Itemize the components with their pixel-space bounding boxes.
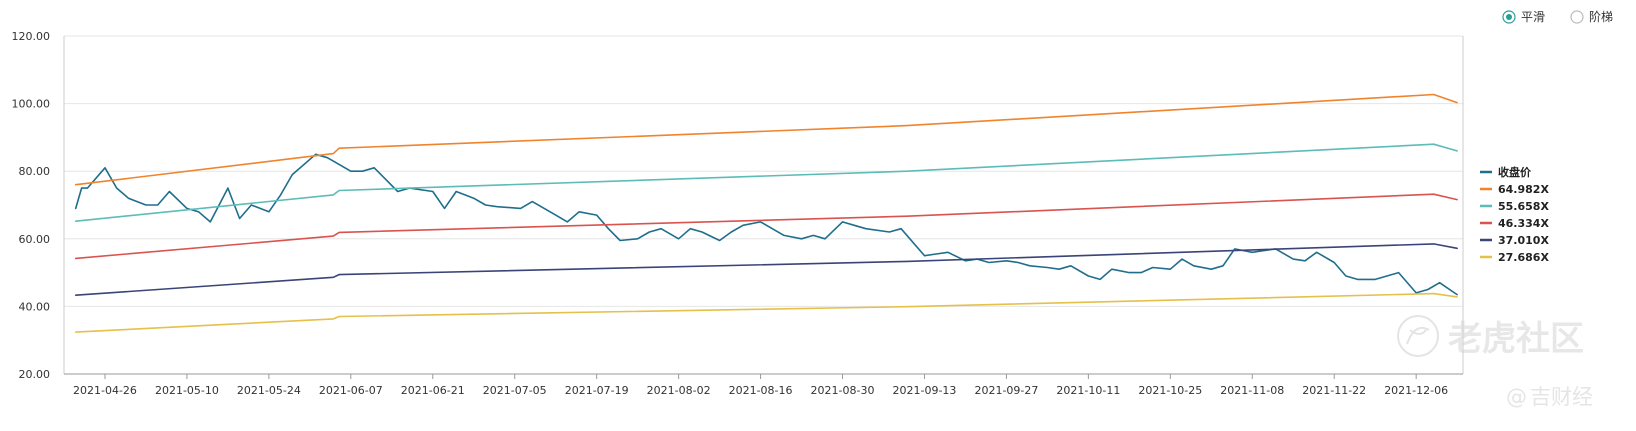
x-tick-label: 2021-10-11 — [1056, 384, 1120, 397]
legend-label-5: 27.686X — [1498, 251, 1549, 264]
series-line-3 — [74, 193, 1458, 260]
legend-label-3: 46.334X — [1498, 217, 1549, 230]
legend-item-2[interactable]: 55.658X — [1480, 200, 1549, 213]
y-tick-label: 20.00 — [19, 368, 51, 381]
series-line-4 — [74, 243, 1458, 297]
watermark-text-community: 老虎社区 — [1448, 319, 1584, 359]
series-line-2 — [74, 143, 1458, 222]
legend-label-0: 收盘价 — [1498, 165, 1532, 179]
x-tick-label: 2021-11-22 — [1302, 384, 1366, 397]
step-label[interactable]: 阶梯 — [1589, 10, 1613, 24]
legend-item-0[interactable]: 收盘价 — [1480, 165, 1532, 179]
series-line-5 — [74, 292, 1458, 333]
x-tick-label: 2021-12-06 — [1384, 384, 1448, 397]
y-tick-label: 40.00 — [19, 300, 51, 313]
smooth-option[interactable]: 平滑 — [1502, 10, 1545, 24]
x-tick-label: 2021-06-07 — [319, 384, 383, 397]
legend-item-1[interactable]: 64.982X — [1480, 183, 1549, 196]
smooth-label[interactable]: 平滑 — [1521, 10, 1545, 24]
x-tick-label: 2021-04-26 — [73, 384, 137, 397]
y-tick-label: 80.00 — [19, 165, 51, 178]
series-line-1 — [74, 93, 1458, 186]
x-tick-label: 2021-06-21 — [401, 384, 465, 397]
smooth-radio-dot — [1506, 14, 1512, 20]
legend-item-5[interactable]: 27.686X — [1480, 251, 1549, 264]
x-tick-label: 2021-08-02 — [647, 384, 711, 397]
step-option[interactable]: 阶梯 — [1570, 10, 1613, 24]
axes: 20.00 40.00 60.00 80.00 100.00 120.00 2021-04-… — [12, 30, 1464, 397]
watermark-logo-icon — [1397, 315, 1439, 357]
watermark: 老虎社区 @ 吉财经 — [1397, 315, 1593, 409]
x-tick-label: 2021-09-27 — [974, 384, 1038, 397]
x-tick-label: 2021-11-08 — [1220, 384, 1284, 397]
series — [74, 93, 1458, 333]
x-tick-label: 2021-08-30 — [811, 384, 875, 397]
legend-item-3[interactable]: 46.334X — [1480, 217, 1549, 230]
x-tick-label: 2021-07-05 — [483, 384, 547, 397]
x-tick-label: 2021-05-10 — [155, 384, 219, 397]
x-tick-label: 2021-05-24 — [237, 384, 301, 397]
watermark-at-sign: @ — [1506, 385, 1527, 409]
x-tick-label: 2021-07-19 — [565, 384, 629, 397]
legend-label-2: 55.658X — [1498, 200, 1549, 213]
watermark-text-source: 吉财经 — [1530, 385, 1593, 409]
legend: 收盘价 64.982X 55.658X 46.334X 37.010X 27.686X — [1480, 165, 1549, 264]
step-radio[interactable] — [1570, 10, 1584, 24]
x-tick-label: 2021-09-13 — [893, 384, 957, 397]
x-tick-label: 2021-08-16 — [729, 384, 793, 397]
x-tick-label: 2021-10-25 — [1138, 384, 1202, 397]
y-tick-label: 60.00 — [19, 233, 51, 246]
legend-item-4[interactable]: 37.010X — [1480, 234, 1549, 247]
series-line-0 — [74, 153, 1458, 296]
y-tick-label: 120.00 — [12, 30, 51, 43]
legend-label-1: 64.982X — [1498, 183, 1549, 196]
mode-toggle[interactable]: 平滑 阶梯 — [1502, 10, 1613, 24]
y-tick-label: 100.00 — [12, 98, 51, 111]
legend-label-4: 37.010X — [1498, 234, 1549, 247]
